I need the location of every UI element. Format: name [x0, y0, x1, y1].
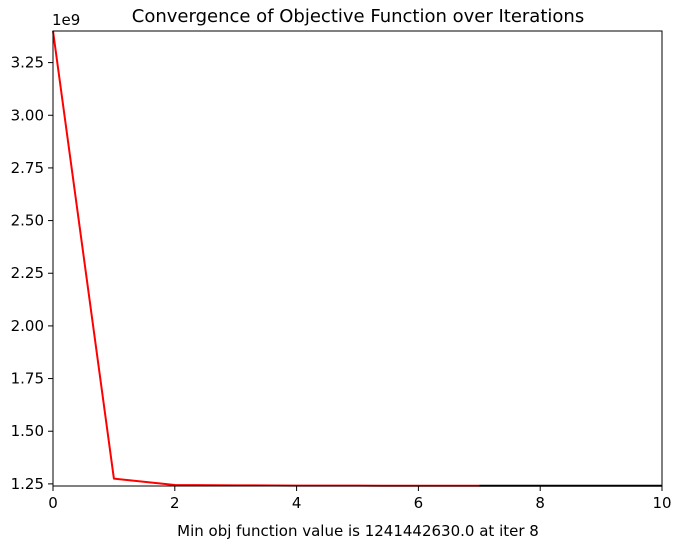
y-tick-label: 1.50 — [11, 422, 44, 440]
ticks-layer: 0 2 4 6 8 10 1.25 1.50 1.75 2.00 2.25 2.50 2.75 3.00 3… — [11, 54, 672, 512]
y-offset-label: 1e9 — [52, 11, 80, 29]
x-tick-label: 10 — [652, 494, 671, 512]
series-line-1 — [52, 30, 480, 487]
y-tick-label: 2.75 — [11, 159, 44, 177]
x-tick-label: 6 — [414, 494, 424, 512]
y-tick-label: 3.25 — [11, 54, 44, 72]
y-tick-label: 2.25 — [11, 264, 44, 282]
chart-title: Convergence of Objective Function over I… — [132, 6, 584, 27]
y-tick-label: 2.00 — [11, 317, 44, 335]
x-tick-label: 4 — [292, 494, 302, 512]
axes-frame — [52, 30, 663, 487]
y-tick-label: 2.50 — [11, 212, 44, 230]
y-tick-label: 3.00 — [11, 106, 44, 124]
x-tick-label: 2 — [170, 494, 180, 512]
y-tick-label: 1.25 — [11, 475, 44, 493]
x-axis-label: Min obj function value is 1241442630.0 a… — [177, 522, 539, 540]
series-layer — [52, 30, 662, 487]
y-tick-label: 1.75 — [11, 370, 44, 388]
x-tick-label: 8 — [535, 494, 545, 512]
x-tick-label: 0 — [48, 494, 58, 512]
